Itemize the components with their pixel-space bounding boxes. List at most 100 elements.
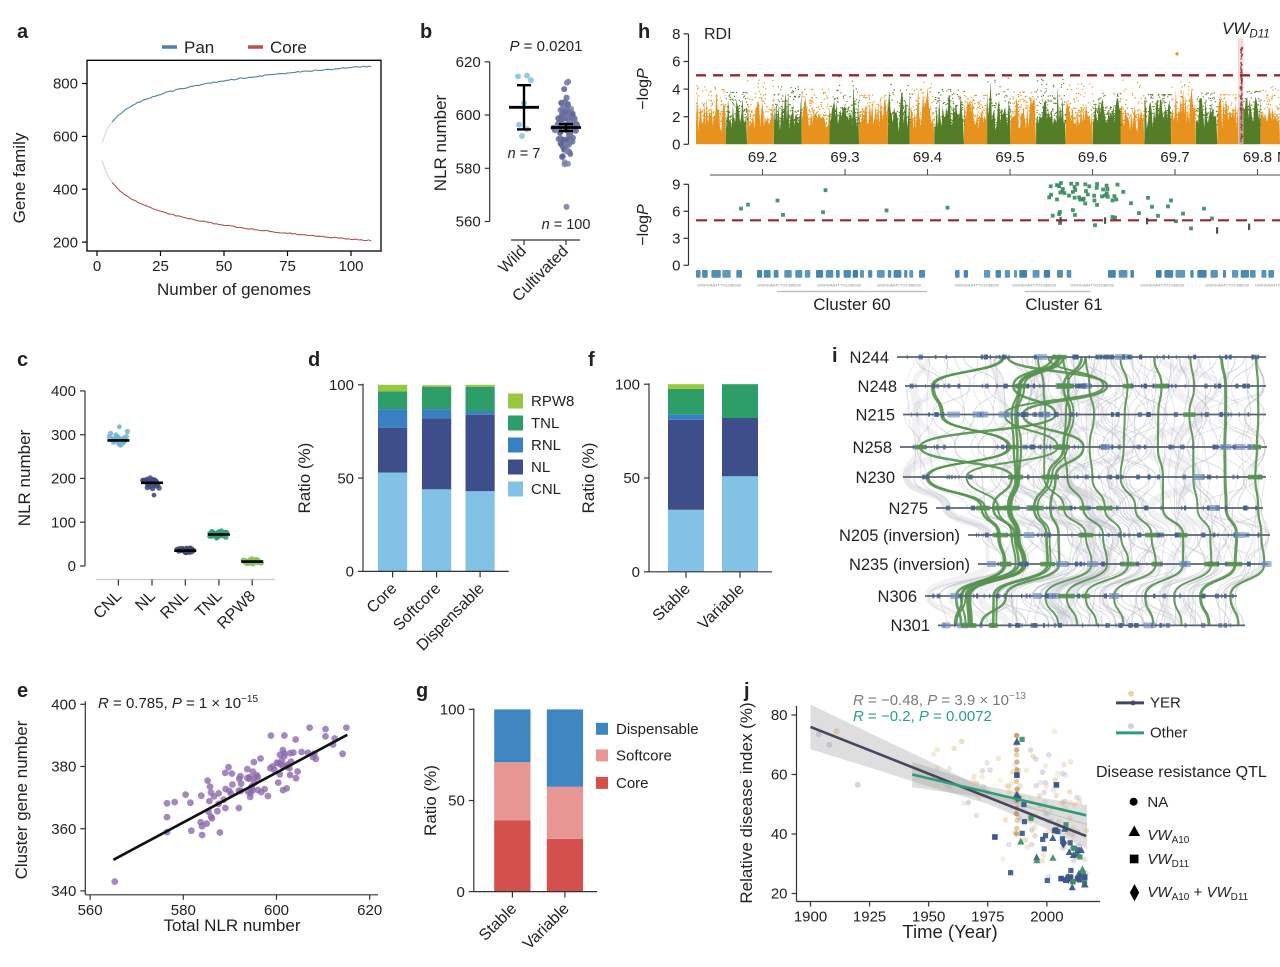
svg-text:580: 580 — [456, 161, 481, 178]
svg-text:f: f — [588, 349, 595, 371]
svg-text:380: 380 — [51, 759, 76, 776]
svg-text:0: 0 — [346, 564, 354, 581]
svg-text:Core: Core — [616, 775, 649, 792]
svg-text:VWD11: VWD11 — [1222, 19, 1270, 41]
svg-text:VWA10: VWA10 — [1147, 827, 1189, 846]
svg-text:RPW8: RPW8 — [531, 393, 574, 410]
svg-text:69.7: 69.7 — [1160, 149, 1189, 166]
svg-text:0: 0 — [68, 558, 76, 575]
svg-text:600: 600 — [264, 902, 289, 919]
svg-text:N306: N306 — [878, 588, 917, 606]
svg-text:Disease resistance QTL: Disease resistance QTL — [1096, 764, 1267, 781]
svg-text:R = −0.2, P = 0.0072: R = −0.2, P = 0.0072 — [853, 708, 992, 725]
svg-text:g: g — [416, 680, 428, 702]
svg-text:Cluster gene number: Cluster gene number — [12, 720, 31, 879]
svg-text:0: 0 — [632, 564, 640, 581]
svg-text:50: 50 — [623, 470, 640, 487]
svg-text:Relative disease index (%): Relative disease index (%) — [737, 702, 756, 903]
svg-text:GWHGAA4TTO1038930: GWHGAA4TTO1038930 — [1012, 283, 1057, 288]
svg-text:NL: NL — [531, 459, 550, 476]
svg-text:c: c — [17, 349, 28, 371]
svg-text:75: 75 — [279, 258, 296, 275]
svg-text:M: M — [1277, 149, 1280, 166]
svg-text:2000: 2000 — [1030, 909, 1063, 926]
svg-text:69.8: 69.8 — [1243, 149, 1272, 166]
svg-text:Time (Year): Time (Year) — [902, 921, 997, 942]
svg-text:Total NLR number: Total NLR number — [163, 916, 300, 935]
svg-text:GWHGAA4TTO1038930: GWHGAA4TTO1038930 — [877, 283, 922, 288]
svg-text:200: 200 — [53, 234, 78, 251]
svg-text:560: 560 — [78, 902, 103, 919]
svg-text:N301: N301 — [891, 617, 930, 635]
svg-text:N205 (inversion): N205 (inversion) — [839, 527, 960, 545]
svg-text:100: 100 — [338, 258, 363, 275]
svg-text:50: 50 — [216, 258, 233, 275]
svg-text:580: 580 — [171, 902, 196, 919]
svg-text:Ratio (%): Ratio (%) — [579, 443, 598, 514]
svg-text:20: 20 — [771, 886, 788, 903]
svg-text:69.6: 69.6 — [1078, 149, 1107, 166]
svg-text:80: 80 — [771, 707, 788, 724]
svg-text:340: 340 — [51, 883, 76, 900]
svg-text:600: 600 — [456, 107, 481, 124]
svg-text:CNL: CNL — [531, 481, 561, 498]
svg-text:GWHGAA4TTO1038930: GWHGAA4TTO1038930 — [757, 283, 802, 288]
svg-text:3: 3 — [672, 231, 680, 248]
svg-text:n = 100: n = 100 — [542, 217, 591, 233]
svg-text:N275: N275 — [889, 500, 928, 518]
svg-text:560: 560 — [456, 214, 481, 231]
svg-text:Cluster 60: Cluster 60 — [813, 295, 890, 314]
svg-text:200: 200 — [51, 471, 76, 488]
svg-text:25: 25 — [152, 258, 169, 275]
svg-text:1900: 1900 — [794, 909, 827, 926]
svg-text:9: 9 — [672, 177, 680, 194]
svg-text:Other: Other — [1150, 725, 1188, 742]
svg-text:300: 300 — [51, 427, 76, 444]
svg-text:e: e — [17, 680, 28, 702]
svg-text:TNL: TNL — [531, 415, 559, 432]
svg-text:N215: N215 — [856, 406, 895, 424]
svg-text:8: 8 — [672, 26, 680, 43]
svg-text:Number of genomes: Number of genomes — [157, 280, 311, 299]
svg-text:a: a — [17, 21, 29, 43]
svg-text:GWHGAA4TTO1038930: GWHGAA4TTO1038930 — [817, 283, 862, 288]
svg-text:GWHGAA4TTO1038930: GWHGAA4TTO1038930 — [955, 283, 1000, 288]
svg-text:b: b — [420, 21, 432, 43]
svg-text:600: 600 — [53, 129, 78, 146]
svg-text:N235 (inversion): N235 (inversion) — [849, 556, 970, 574]
svg-text:1950: 1950 — [912, 909, 945, 926]
svg-text:69.3: 69.3 — [830, 149, 859, 166]
svg-text:0: 0 — [672, 137, 680, 154]
svg-text:N230: N230 — [856, 469, 895, 487]
svg-text:1925: 1925 — [853, 909, 886, 926]
svg-text:R = 0.785, P = 1 × 10−15: R = 0.785, P = 1 × 10−15 — [98, 694, 258, 712]
svg-text:400: 400 — [51, 697, 76, 714]
svg-text:Pan: Pan — [184, 38, 214, 57]
svg-text:GWHGAA4TTO1038930: GWHGAA4TTO1038930 — [1070, 283, 1115, 288]
svg-text:400: 400 — [53, 181, 78, 198]
svg-text:Ratio (%): Ratio (%) — [421, 765, 440, 836]
svg-text:GWHGAA4TTO1038930: GWHGAA4TTO1038930 — [1205, 283, 1250, 288]
svg-text:Gene family: Gene family — [10, 132, 29, 223]
svg-text:VWD11: VWD11 — [1147, 851, 1189, 870]
svg-text:40: 40 — [771, 826, 788, 843]
svg-text:RDI: RDI — [704, 26, 732, 43]
svg-text:100: 100 — [329, 377, 354, 394]
svg-text:−logP: −logP — [635, 204, 652, 246]
svg-text:50: 50 — [337, 470, 354, 487]
svg-text:60: 60 — [771, 767, 788, 784]
svg-text:RNL: RNL — [531, 437, 561, 454]
svg-text:Cluster 61: Cluster 61 — [1025, 295, 1102, 314]
svg-text:Softcore: Softcore — [616, 747, 672, 764]
svg-text:N258: N258 — [853, 439, 892, 457]
svg-text:VWA10 + VWD11: VWA10 + VWD11 — [1147, 884, 1248, 903]
svg-text:620: 620 — [357, 902, 382, 919]
svg-text:Ratio (%): Ratio (%) — [295, 443, 314, 514]
svg-text:0: 0 — [456, 884, 464, 901]
svg-text:Core: Core — [270, 38, 307, 57]
svg-text:N248: N248 — [858, 378, 897, 396]
svg-text:h: h — [638, 21, 650, 43]
svg-text:Dispensable: Dispensable — [616, 721, 699, 738]
svg-text:j: j — [743, 680, 750, 702]
svg-text:i: i — [832, 345, 838, 367]
